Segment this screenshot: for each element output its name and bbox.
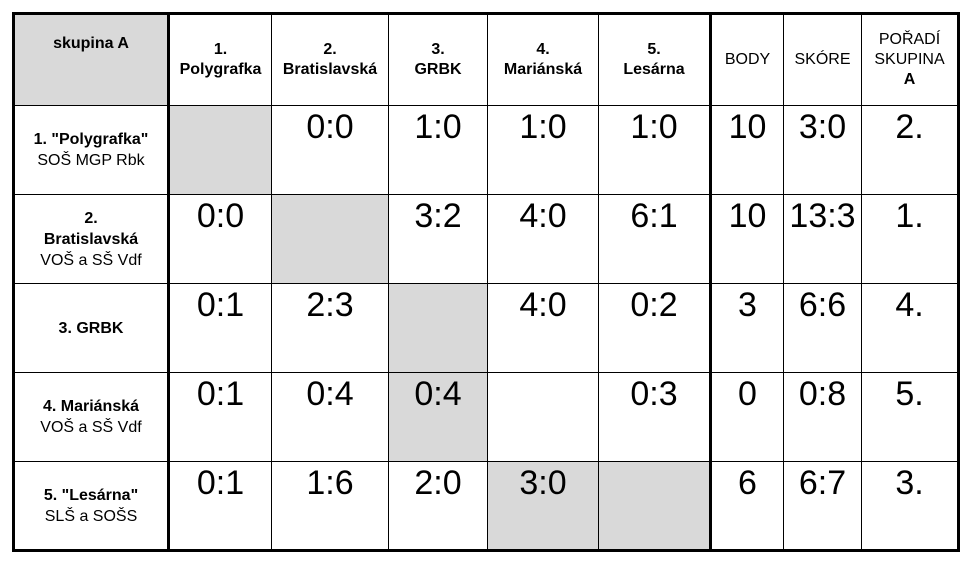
row-header-team-2: 2. Bratislavská VOŠ a SŠ Vdf: [13, 194, 169, 284]
result-cell: [167, 105, 272, 195]
rank-cell: 3.: [861, 461, 959, 551]
table-row-team-1: 1. "Polygrafka" SOŠ MGP Rbk 0:0 1:0 1:0 1…: [13, 105, 959, 195]
result-cell: 0:3: [598, 372, 711, 462]
points-cell: 6: [709, 461, 784, 551]
rank-cell: 4.: [861, 283, 959, 373]
points-cell: 3: [709, 283, 784, 373]
result-cell: 0:1: [167, 372, 272, 462]
points-cell: 10: [709, 105, 784, 195]
result-cell: 0:1: [167, 461, 272, 551]
result-cell: 0:2: [598, 283, 711, 373]
score-cell: 0:8: [783, 372, 862, 462]
result-cell: 0:0: [271, 105, 389, 195]
score-cell: 13:3: [783, 194, 862, 284]
col-header-skore: SKÓRE: [783, 13, 862, 106]
result-cell: 0:4: [271, 372, 389, 462]
table-row-team-3: 3. GRBK 0:1 2:3 4:0 0:2 3 6:6 4.: [13, 283, 959, 373]
result-cell: [388, 283, 488, 373]
result-cell: 3:2: [388, 194, 488, 284]
score-cell: 6:7: [783, 461, 862, 551]
result-cell: [598, 461, 711, 551]
group-a-results-table: skupina A 1. Polygrafka 2. Bratislavská 3.…: [12, 12, 960, 552]
row-header-team-3: 3. GRBK: [13, 283, 169, 373]
points-cell: 0: [709, 372, 784, 462]
col-header-team-4: 4. Mariánská: [487, 13, 599, 106]
result-cell: 0:0: [167, 194, 272, 284]
table-row-team-2: 2. Bratislavská VOŠ a SŠ Vdf 0:0 3:2 4:0 6…: [13, 194, 959, 284]
result-cell: [487, 372, 599, 462]
row-header-team-4: 4. Mariánská VOŠ a SŠ Vdf: [13, 372, 169, 462]
result-cell: 1:6: [271, 461, 389, 551]
row-header-team-1: 1. "Polygrafka" SOŠ MGP Rbk: [13, 105, 169, 195]
header-row: skupina A 1. Polygrafka 2. Bratislavská 3.…: [13, 13, 959, 106]
result-cell: 2:0: [388, 461, 488, 551]
result-cell: 1:0: [598, 105, 711, 195]
result-cell: 2:3: [271, 283, 389, 373]
col-header-team-2: 2. Bratislavská: [271, 13, 389, 106]
result-cell: 0:4: [388, 372, 488, 462]
points-cell: 10: [709, 194, 784, 284]
result-cell: 4:0: [487, 283, 599, 373]
result-cell: [271, 194, 389, 284]
group-label: skupina A: [13, 13, 169, 106]
rank-cell: 2.: [861, 105, 959, 195]
row-header-team-5: 5. "Lesárna" SLŠ a SOŠS: [13, 461, 169, 551]
result-cell: 0:1: [167, 283, 272, 373]
result-cell: 4:0: [487, 194, 599, 284]
result-cell: 1:0: [487, 105, 599, 195]
col-header-team-3: 3. GRBK: [388, 13, 488, 106]
score-cell: 3:0: [783, 105, 862, 195]
table-row-team-4: 4. Mariánská VOŠ a SŠ Vdf 0:1 0:4 0:4 0:3…: [13, 372, 959, 462]
result-cell: 1:0: [388, 105, 488, 195]
table-row-team-5: 5. "Lesárna" SLŠ a SOŠS 0:1 1:6 2:0 3:0 6…: [13, 461, 959, 551]
rank-cell: 5.: [861, 372, 959, 462]
rank-cell: 1.: [861, 194, 959, 284]
score-cell: 6:6: [783, 283, 862, 373]
result-cell: 3:0: [487, 461, 599, 551]
col-header-team-5: 5. Lesárna: [598, 13, 711, 106]
col-header-poradi: POŘADÍ SKUPINA A: [861, 13, 959, 106]
col-header-body: BODY: [709, 13, 784, 106]
col-header-team-1: 1. Polygrafka: [167, 13, 272, 106]
result-cell: 6:1: [598, 194, 711, 284]
